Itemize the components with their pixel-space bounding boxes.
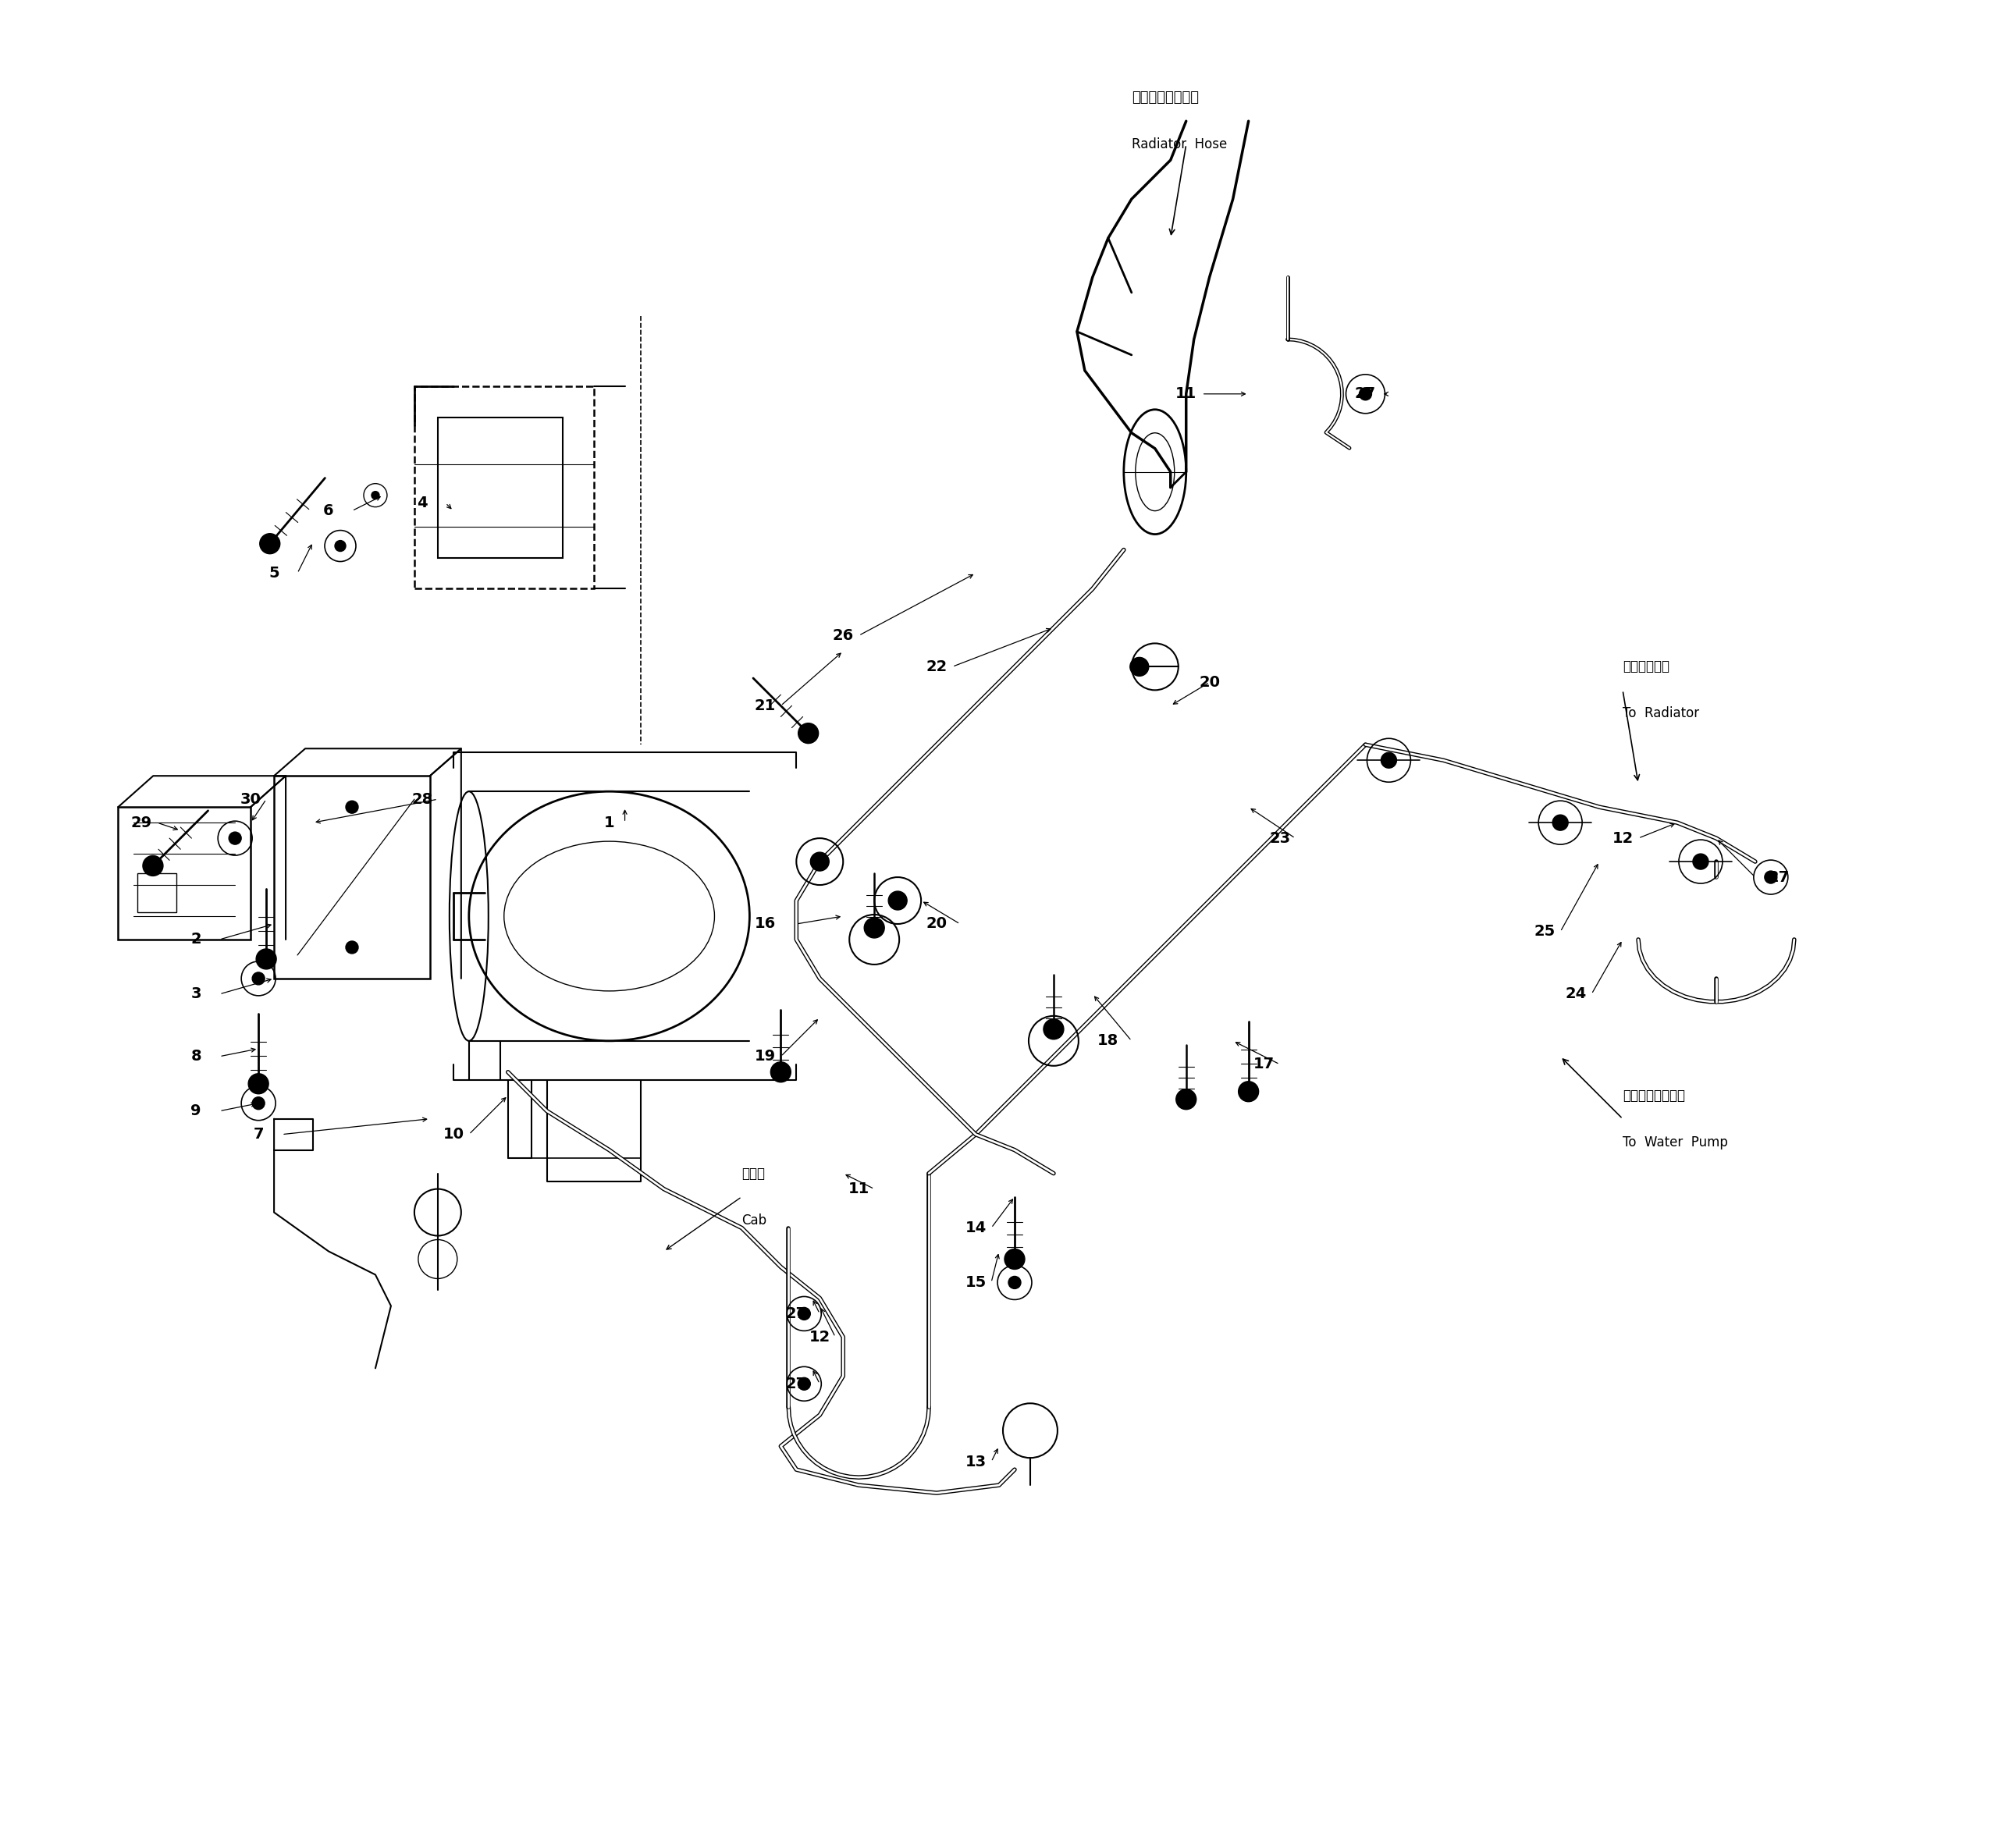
Text: To  Radiator: To Radiator <box>1623 707 1699 720</box>
Circle shape <box>1175 1089 1195 1110</box>
Text: To  Water  Pump: To Water Pump <box>1623 1135 1728 1150</box>
Circle shape <box>1044 1020 1064 1040</box>
Circle shape <box>230 832 242 845</box>
Circle shape <box>256 950 276 970</box>
Text: 23: 23 <box>1270 830 1290 845</box>
Text: 20: 20 <box>1200 674 1220 689</box>
Text: 21: 21 <box>754 698 776 713</box>
Circle shape <box>1764 871 1776 884</box>
Text: 14: 14 <box>966 1220 986 1234</box>
Circle shape <box>798 724 818 744</box>
Text: 5: 5 <box>268 566 280 580</box>
Text: 11: 11 <box>849 1181 869 1196</box>
Text: 9: 9 <box>192 1104 202 1119</box>
Text: ラジエータホース: ラジエータホース <box>1131 90 1200 105</box>
Text: 3: 3 <box>192 986 202 1001</box>
Circle shape <box>371 490 379 500</box>
Circle shape <box>252 1097 264 1110</box>
Circle shape <box>335 540 347 551</box>
Circle shape <box>347 941 359 953</box>
Text: キャブ: キャブ <box>742 1166 766 1181</box>
Text: 10: 10 <box>444 1126 464 1143</box>
Bar <box>274 775 429 979</box>
Text: 28: 28 <box>411 792 433 806</box>
Circle shape <box>1238 1082 1258 1102</box>
Circle shape <box>889 891 907 909</box>
Text: 7: 7 <box>254 1126 264 1143</box>
Text: ウォータポンプヘ: ウォータポンプヘ <box>1623 1088 1685 1102</box>
Bar <box>437 417 562 558</box>
Text: 24: 24 <box>1564 986 1587 1001</box>
Circle shape <box>260 533 280 553</box>
Circle shape <box>143 856 163 876</box>
Text: ラジエータヘ: ラジエータヘ <box>1623 659 1669 674</box>
Text: 11: 11 <box>1175 386 1198 400</box>
Text: 27: 27 <box>786 1376 806 1391</box>
Text: 29: 29 <box>131 816 151 830</box>
Circle shape <box>1381 753 1397 768</box>
Text: 15: 15 <box>966 1275 986 1290</box>
Text: 2: 2 <box>192 931 202 946</box>
Text: Cab: Cab <box>742 1212 766 1227</box>
Text: 20: 20 <box>925 917 948 931</box>
Bar <box>119 806 250 939</box>
Circle shape <box>347 801 359 814</box>
Text: 12: 12 <box>808 1330 831 1345</box>
Circle shape <box>1131 658 1149 676</box>
Bar <box>137 873 177 913</box>
Circle shape <box>865 918 885 939</box>
Text: 16: 16 <box>754 917 776 931</box>
Text: 8: 8 <box>192 1049 202 1064</box>
Text: 17: 17 <box>1254 1056 1274 1071</box>
Circle shape <box>248 1073 268 1093</box>
Text: Radiator  Hose: Radiator Hose <box>1131 138 1228 151</box>
Circle shape <box>252 972 264 985</box>
Text: 4: 4 <box>417 496 427 511</box>
Text: 12: 12 <box>1613 830 1633 845</box>
Text: 6: 6 <box>323 503 335 518</box>
Circle shape <box>1552 816 1568 830</box>
Text: 18: 18 <box>1097 1034 1119 1049</box>
Text: 27: 27 <box>1355 386 1377 400</box>
Text: 27: 27 <box>1768 869 1788 885</box>
Circle shape <box>798 1378 810 1391</box>
Text: 27: 27 <box>786 1306 806 1321</box>
Text: 25: 25 <box>1534 924 1556 939</box>
Text: 26: 26 <box>833 628 853 643</box>
Text: 13: 13 <box>966 1455 986 1470</box>
Circle shape <box>770 1062 790 1082</box>
Circle shape <box>1359 388 1371 400</box>
Circle shape <box>1008 1277 1020 1290</box>
Text: 1: 1 <box>605 816 615 830</box>
Circle shape <box>1693 854 1708 869</box>
Text: 30: 30 <box>240 792 262 806</box>
Circle shape <box>1004 1249 1024 1269</box>
Circle shape <box>810 852 829 871</box>
Bar <box>415 386 593 590</box>
Text: 19: 19 <box>754 1049 776 1064</box>
Text: 22: 22 <box>925 659 948 674</box>
Circle shape <box>798 1308 810 1321</box>
